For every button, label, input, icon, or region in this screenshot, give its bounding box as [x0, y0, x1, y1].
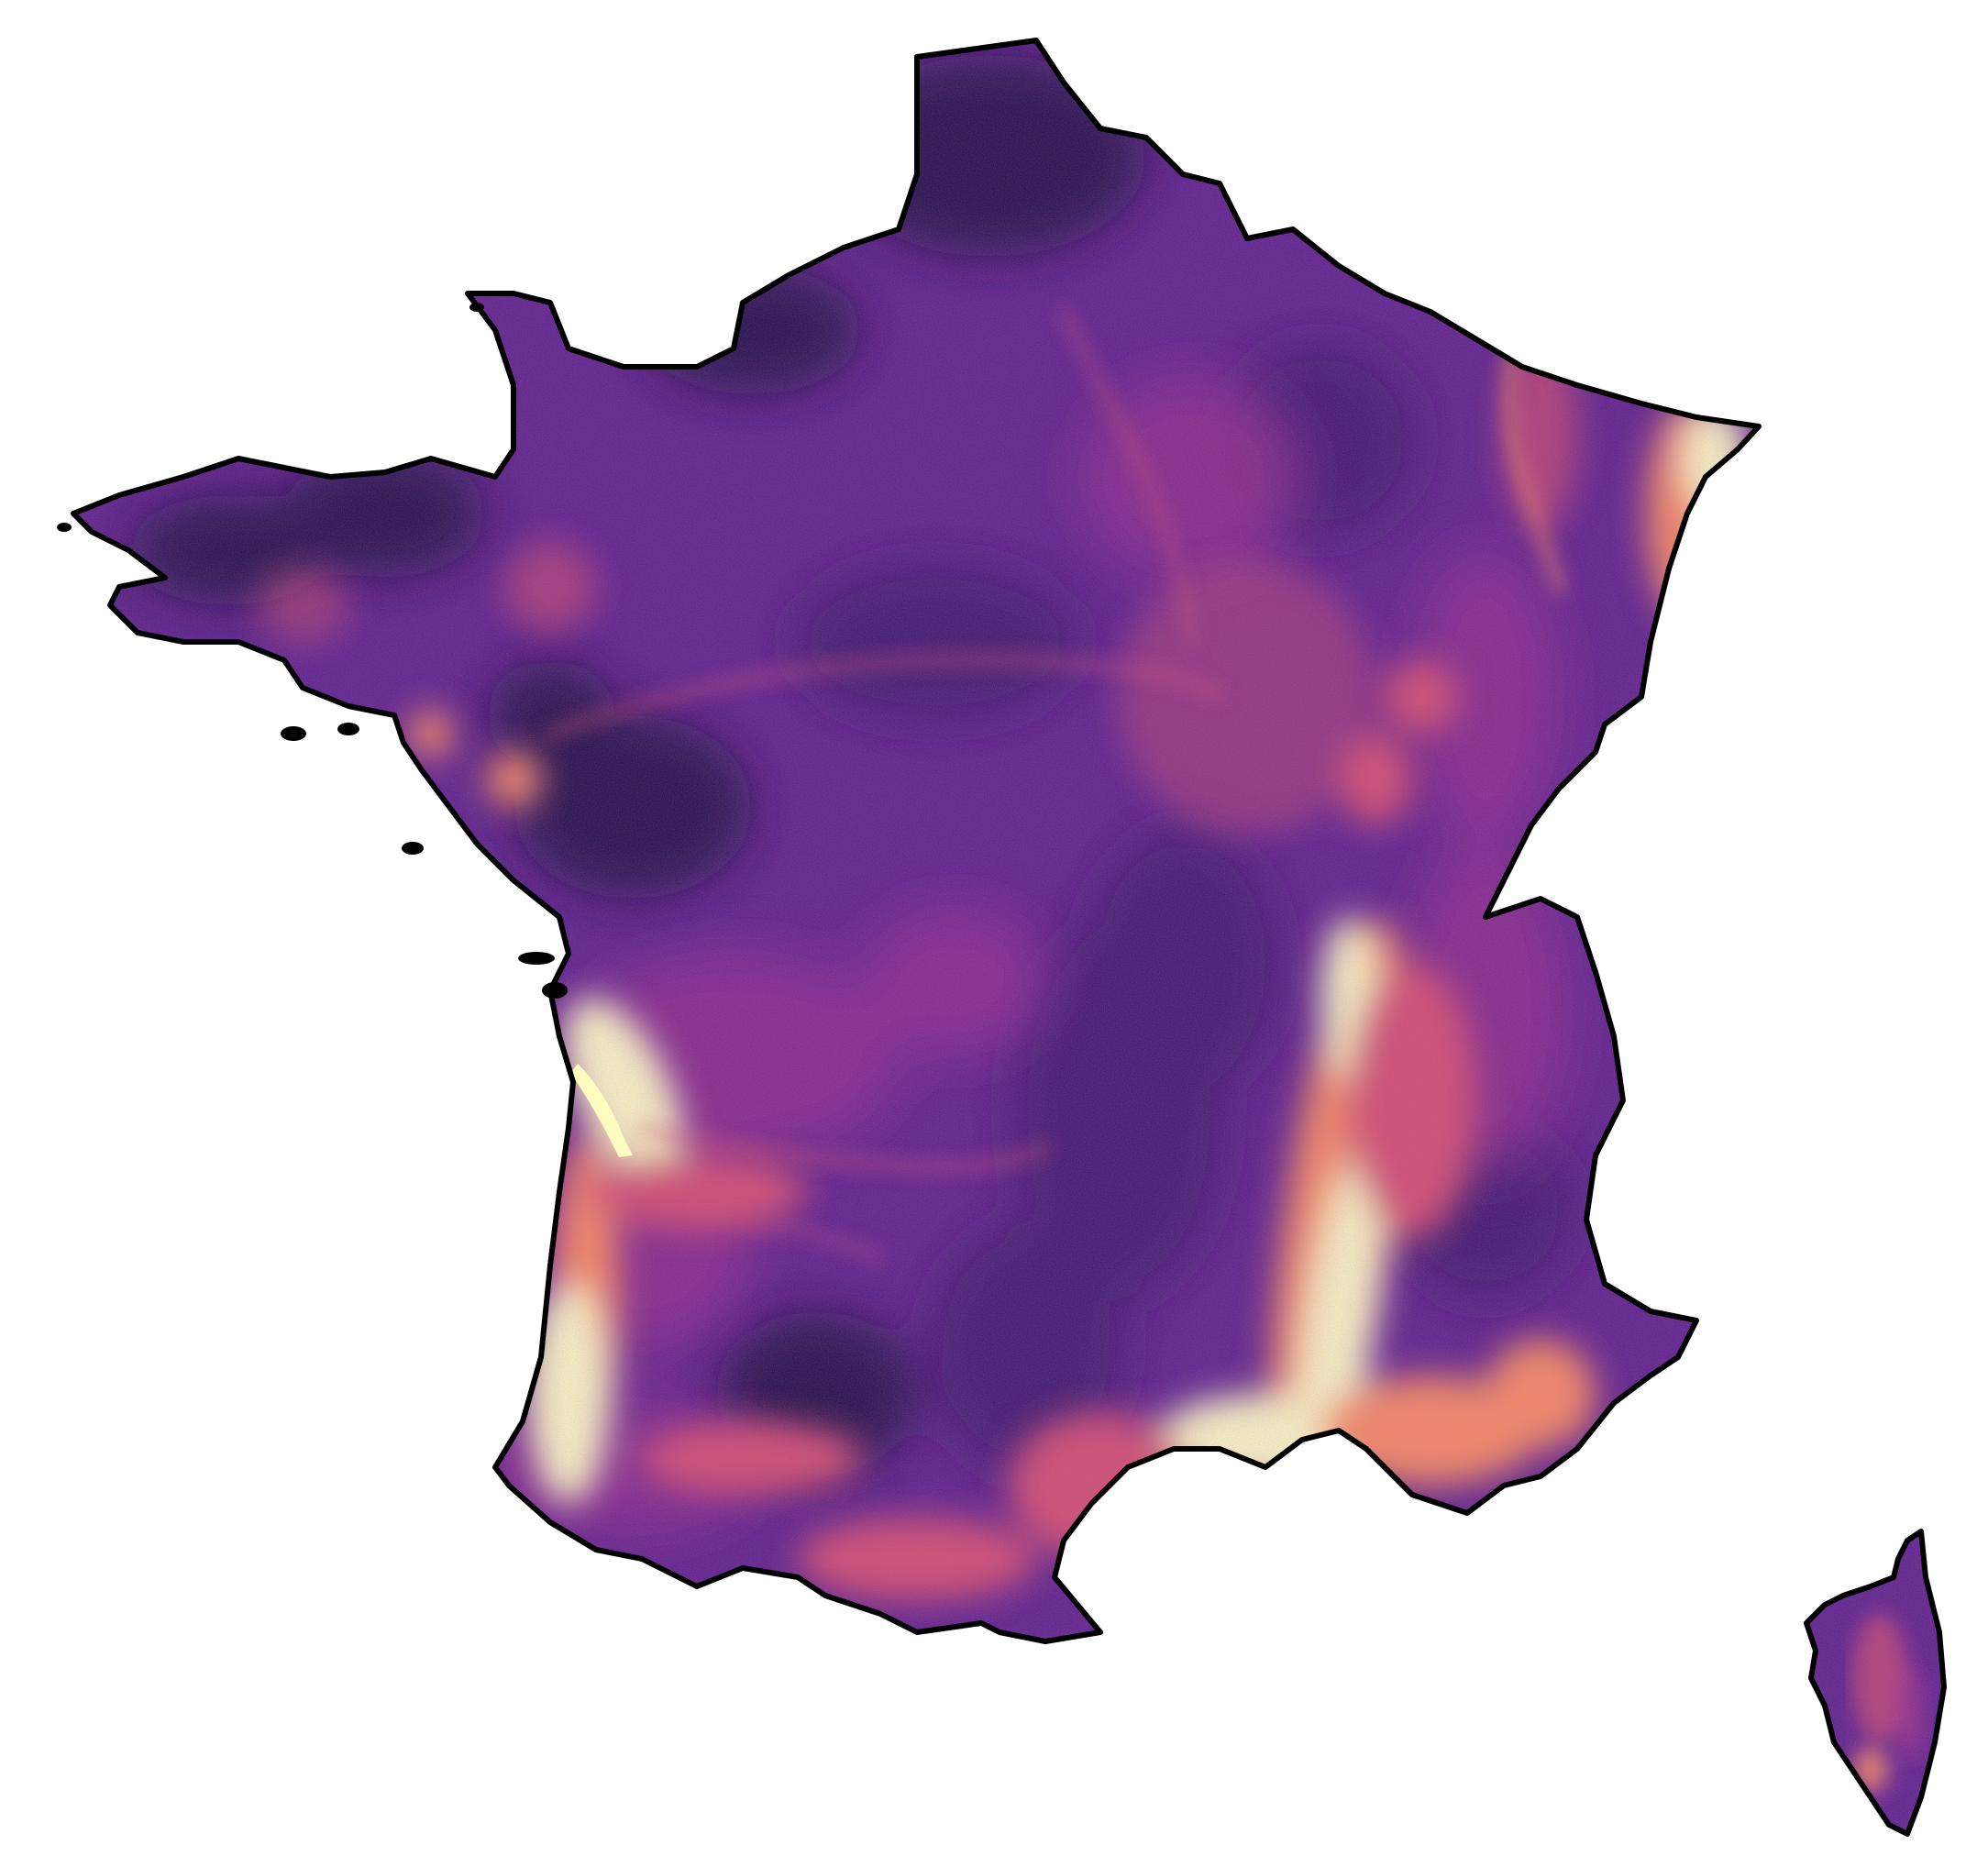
- gironde-estuary-strip: [570, 1064, 633, 1157]
- corsica-raster: [1806, 1531, 1944, 1834]
- atlantic-islands: [57, 303, 568, 999]
